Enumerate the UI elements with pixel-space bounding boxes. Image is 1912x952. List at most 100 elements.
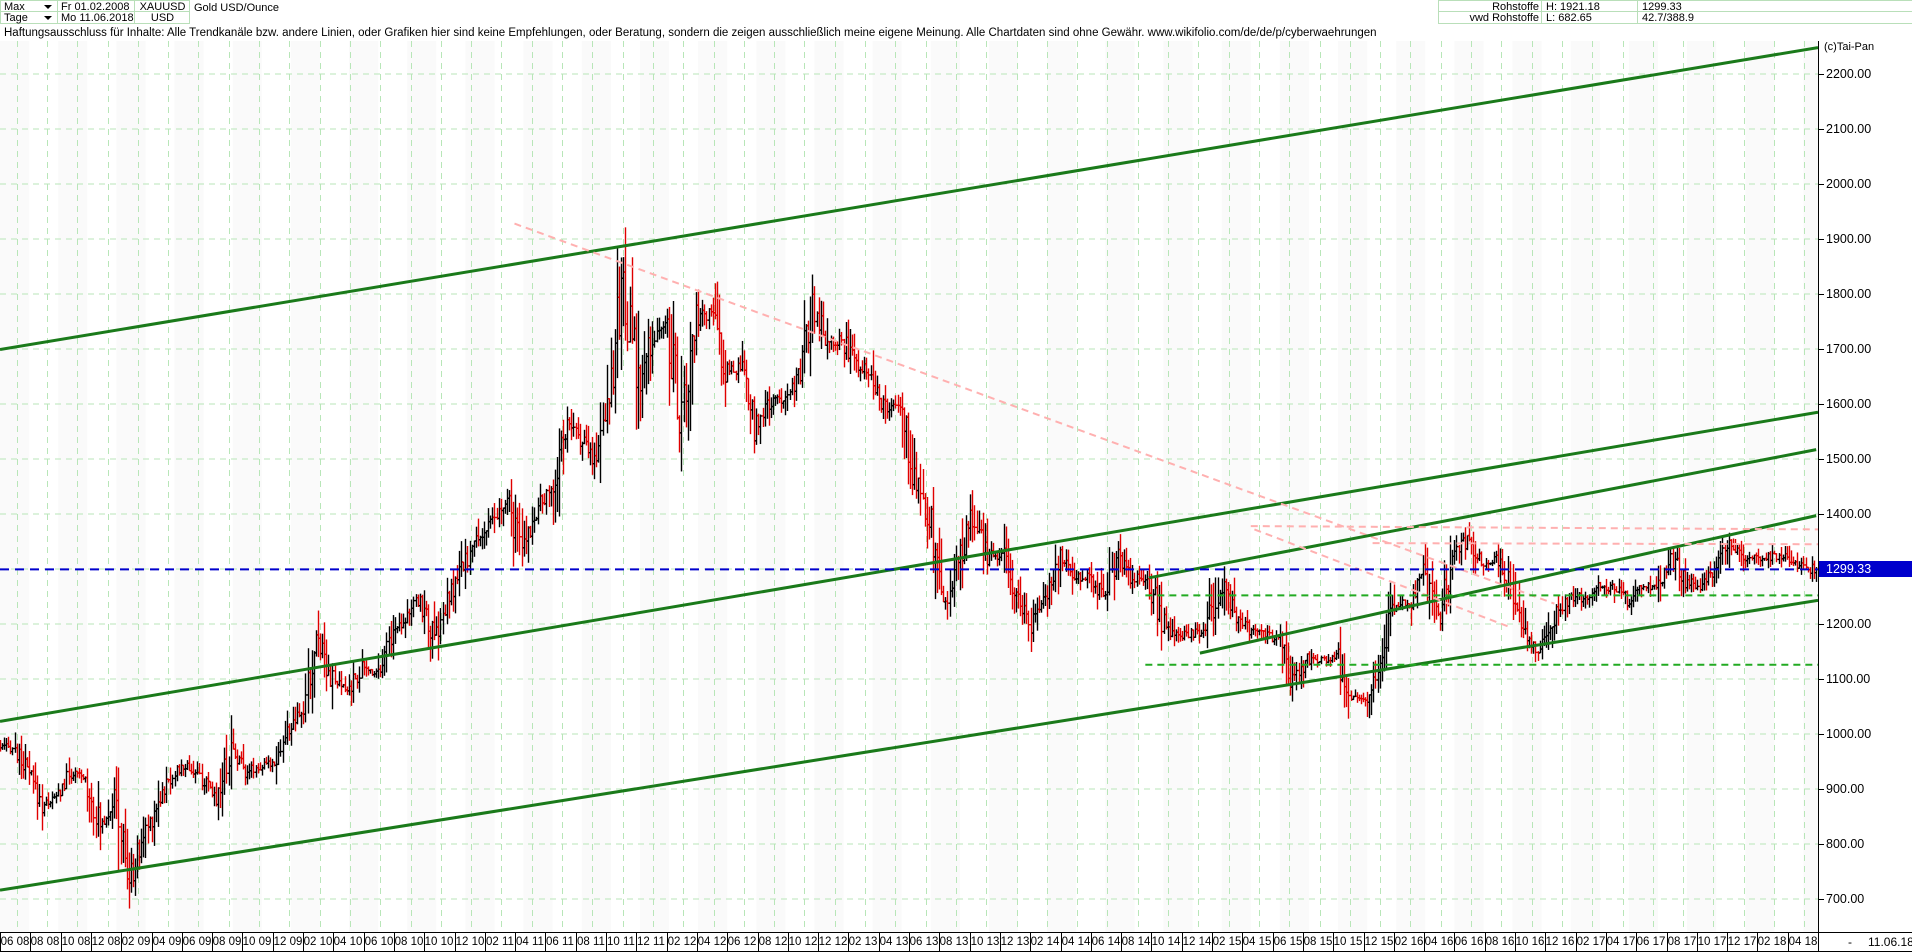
date-tick-label: 02 12	[667, 936, 697, 948]
date-tick-separator	[818, 933, 819, 951]
price-tick-label: 1700.00	[1826, 342, 1872, 356]
interval-selector[interactable]: Tage	[0, 12, 58, 24]
chevron-down-icon-2	[44, 16, 52, 20]
price-chart-canvas[interactable]	[0, 41, 1818, 932]
date-tick-label: 06 14	[1091, 936, 1121, 948]
date-tick-separator	[30, 933, 31, 951]
price-tick-label: 2100.00	[1826, 122, 1872, 136]
date-tick-separator	[212, 933, 213, 951]
date-tick-label: 10 11	[607, 936, 635, 948]
price-tick-label: 700.00	[1826, 892, 1865, 906]
date-tick-separator	[273, 933, 274, 951]
disclaimer-text: Haftungsausschluss für Inhalte: Alle Tre…	[4, 27, 1377, 39]
date-tick-separator	[1303, 933, 1304, 951]
date-tick-label: 02 14	[1030, 936, 1060, 948]
date-tick-label: 04 17	[1606, 936, 1636, 948]
last-price-label: 1299.33	[1642, 1, 1682, 13]
date-axis[interactable]: 06 08 08 08 10 08 12 08 02 09 04 09 06 09 08 09…	[0, 932, 1912, 952]
date-tick-separator	[636, 933, 637, 951]
date-tick-label: 06 13	[909, 936, 939, 948]
price-tick	[1819, 789, 1824, 790]
date-tick-separator	[1667, 933, 1668, 951]
last-price-field: 1299.33	[1638, 0, 1912, 13]
date-tick-label: 08 10	[394, 936, 424, 948]
date-from-field[interactable]: Fr 01.02.2008	[58, 0, 135, 13]
date-tick-separator	[121, 933, 122, 951]
low-field: L: 682.65	[1542, 12, 1638, 24]
date-tick-label: 08 13	[939, 936, 969, 948]
date-tick-label: 08 08	[30, 936, 60, 948]
symbol-field[interactable]: XAUUSD	[135, 0, 190, 13]
date-tick-separator	[61, 933, 62, 951]
date-tick-label: 10 10	[424, 936, 454, 948]
date-tick-label: 06 09	[182, 936, 212, 948]
date-tick-separator	[1212, 933, 1213, 951]
date-tick-label: 04 11	[516, 936, 544, 948]
date-tick-separator	[1636, 933, 1637, 951]
date-tick-label: 12 08	[91, 936, 121, 948]
price-axis[interactable]: (c)Tai-Pan 700.00 800.00 900.00 1000.00 1100…	[1818, 41, 1912, 932]
date-tick-label: 10 13	[970, 936, 1000, 948]
date-tick-separator	[758, 933, 759, 951]
date-to-field[interactable]: Mo 11.06.2018	[58, 12, 135, 24]
date-tick-label: 04 16	[1424, 936, 1454, 948]
date-tick-separator	[1606, 933, 1607, 951]
provider-sub-field: vwd Rohstoffe	[1438, 12, 1542, 24]
date-tick-separator	[667, 933, 668, 951]
price-tick-label: 1000.00	[1826, 727, 1872, 741]
price-tick	[1819, 239, 1824, 240]
date-tick-separator	[303, 933, 304, 951]
copyright-label: (c)Tai-Pan	[1824, 41, 1875, 53]
date-axis-end-separator	[1818, 933, 1819, 951]
chart-svg	[0, 41, 1818, 932]
range-selector-label: Max	[4, 1, 25, 13]
date-tick-separator	[939, 933, 940, 951]
date-tick-separator	[1454, 933, 1455, 951]
date-tick-separator	[1121, 933, 1122, 951]
price-tick	[1819, 404, 1824, 405]
price-tick	[1819, 294, 1824, 295]
currency-field: USD	[135, 12, 190, 24]
date-tick-label: 04 18	[1788, 936, 1818, 948]
date-tick-label: 02 17	[1576, 936, 1606, 948]
price-tick	[1819, 624, 1824, 625]
date-tick-label: 02 15	[1212, 936, 1242, 948]
date-tick-label: 02 18	[1757, 936, 1787, 948]
price-tick-label: 2000.00	[1826, 177, 1872, 191]
date-tick-label: 06 08	[0, 936, 30, 948]
low-label: L: 682.65	[1546, 12, 1592, 24]
date-tick-label: 06 16	[1454, 936, 1484, 948]
price-tick-label: 1500.00	[1826, 452, 1872, 466]
date-tick-separator	[1030, 933, 1031, 951]
date-tick-separator	[91, 933, 92, 951]
date-tick-separator	[1364, 933, 1365, 951]
date-axis-dash: -	[1848, 935, 1852, 949]
date-tick-separator	[1091, 933, 1092, 951]
date-tick-label: 06 17	[1636, 936, 1666, 948]
price-tick-label: 1900.00	[1826, 232, 1872, 246]
date-tick-label: 02 09	[121, 936, 151, 948]
date-tick-separator	[1515, 933, 1516, 951]
date-tick-label: 08 15	[1303, 936, 1333, 948]
price-tick	[1819, 899, 1824, 900]
currency-label: USD	[150, 12, 175, 24]
price-tick-label: 1400.00	[1826, 507, 1872, 521]
price-tick	[1819, 844, 1824, 845]
range-selector[interactable]: Max	[0, 0, 58, 13]
interval-selector-label: Tage	[4, 12, 28, 24]
date-tick-label: 08 16	[1485, 936, 1515, 948]
date-tick-label: 12 14	[1182, 936, 1212, 948]
date-tick-separator	[1151, 933, 1152, 951]
price-tick	[1819, 184, 1824, 185]
date-tick-label: 02 11	[486, 936, 514, 948]
price-tick	[1819, 679, 1824, 680]
date-tick-label: 12 16	[1545, 936, 1575, 948]
date-tick-label: 08 17	[1667, 936, 1697, 948]
date-tick-separator	[1697, 933, 1698, 951]
date-tick-separator	[848, 933, 849, 951]
date-tick-separator	[1576, 933, 1577, 951]
date-tick-separator	[1333, 933, 1334, 951]
date-tick-separator	[1545, 933, 1546, 951]
date-tick-label: 10 12	[788, 936, 818, 948]
date-axis-last-label: 11.06.18	[1868, 935, 1912, 949]
